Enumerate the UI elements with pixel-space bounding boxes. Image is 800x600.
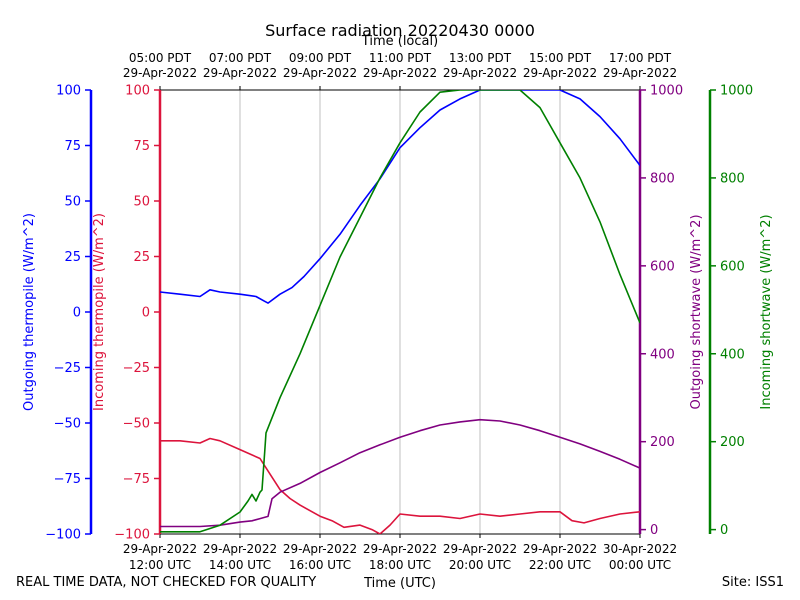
top-tick-label-time: 15:00 PDT — [529, 51, 592, 65]
x-tick-label-date: 29-Apr-2022 — [123, 542, 197, 556]
bottom-axis-label: Time (UTC) — [364, 576, 436, 591]
top-tick-label-date: 29-Apr-2022 — [363, 66, 437, 80]
top-tick-label-time: 09:00 PDT — [289, 51, 352, 65]
top-axis-label: Time (local) — [361, 34, 439, 49]
x-tick-label-time: 00:00 UTC — [609, 558, 671, 572]
y-tick-label: 75 — [64, 139, 81, 154]
x-tick-label-date: 29-Apr-2022 — [203, 542, 277, 556]
top-tick-label-date: 29-Apr-2022 — [523, 66, 597, 80]
top-tick-label-time: 13:00 PDT — [449, 51, 512, 65]
y-tick-label: −50 — [54, 417, 81, 432]
y-tick-label: −75 — [54, 472, 81, 487]
x-tick-label-date: 30-Apr-2022 — [603, 542, 677, 556]
y-tick-label: 100 — [125, 84, 150, 99]
y-tick-label: 400 — [650, 347, 675, 362]
top-tick-label-date: 29-Apr-2022 — [603, 66, 677, 80]
top-tick-label-date: 29-Apr-2022 — [443, 66, 517, 80]
y-tick-label: 600 — [650, 259, 675, 274]
y-tick-label: 50 — [133, 195, 150, 210]
y-tick-label: 200 — [650, 435, 675, 450]
y-tick-label: 0 — [73, 306, 81, 321]
top-tick-label-time: 07:00 PDT — [209, 51, 272, 65]
x-tick-label-time: 14:00 UTC — [209, 558, 271, 572]
x-tick-label-time: 12:00 UTC — [129, 558, 191, 572]
top-tick-label-time: 05:00 PDT — [129, 51, 192, 65]
top-tick-label-date: 29-Apr-2022 — [283, 66, 357, 80]
y-tick-label: 25 — [133, 250, 150, 265]
y-tick-label: 200 — [720, 435, 745, 450]
y-tick-label: 400 — [720, 347, 745, 362]
site-label: Site: ISS1 — [721, 575, 784, 590]
y-tick-label: 800 — [650, 171, 675, 186]
incoming-thermopile-axis-label: Incoming thermopile (W/m^2) — [92, 213, 107, 411]
x-tick-label-time: 20:00 UTC — [449, 558, 511, 572]
y-tick-label: 0 — [720, 523, 728, 538]
incoming-shortwave-axis-label: Incoming shortwave (W/m^2) — [759, 214, 774, 409]
incoming-thermopile-series-line — [160, 437, 640, 534]
x-tick-label-time: 18:00 UTC — [369, 558, 431, 572]
top-tick-label-time: 17:00 PDT — [609, 51, 672, 65]
y-tick-label: 1000 — [650, 84, 683, 99]
y-tick-label: 75 — [133, 139, 150, 154]
x-tick-label-date: 29-Apr-2022 — [363, 542, 437, 556]
quality-disclaimer: REAL TIME DATA, NOT CHECKED FOR QUALITY — [16, 575, 317, 590]
y-tick-label: 25 — [64, 250, 81, 265]
y-tick-label: 50 — [64, 195, 81, 210]
y-tick-label: −100 — [45, 528, 81, 543]
y-tick-label: 0 — [650, 523, 658, 538]
x-tick-label-time: 16:00 UTC — [289, 558, 351, 572]
y-tick-label: −50 — [123, 417, 150, 432]
x-tick-label-date: 29-Apr-2022 — [443, 542, 517, 556]
outgoing-thermopile-axis-label: Outgoing thermopile (W/m^2) — [22, 213, 37, 411]
y-tick-label: 0 — [142, 306, 150, 321]
x-tick-label-date: 29-Apr-2022 — [523, 542, 597, 556]
y-tick-label: −75 — [123, 472, 150, 487]
outgoing-shortwave-axis-label: Outgoing shortwave (W/m^2) — [689, 214, 704, 409]
y-tick-label: −100 — [114, 528, 150, 543]
y-tick-label: −25 — [123, 361, 150, 376]
x-tick-label-time: 22:00 UTC — [529, 558, 591, 572]
top-tick-label-date: 29-Apr-2022 — [203, 66, 277, 80]
top-tick-label-date: 29-Apr-2022 — [123, 66, 197, 80]
x-tick-label-date: 29-Apr-2022 — [283, 542, 357, 556]
chart-title: Surface radiation 20220430 0000 — [265, 21, 535, 40]
incoming-shortwave-series-line — [160, 90, 640, 533]
outgoing-thermopile-series-line — [160, 90, 640, 304]
y-tick-label: 600 — [720, 259, 745, 274]
y-tick-label: 800 — [720, 171, 745, 186]
y-tick-label: −25 — [54, 361, 81, 376]
y-tick-label: 1000 — [720, 84, 753, 99]
y-tick-label: 100 — [56, 84, 81, 99]
top-tick-label-time: 11:00 PDT — [369, 51, 432, 65]
outgoing-shortwave-series-line — [160, 418, 640, 528]
